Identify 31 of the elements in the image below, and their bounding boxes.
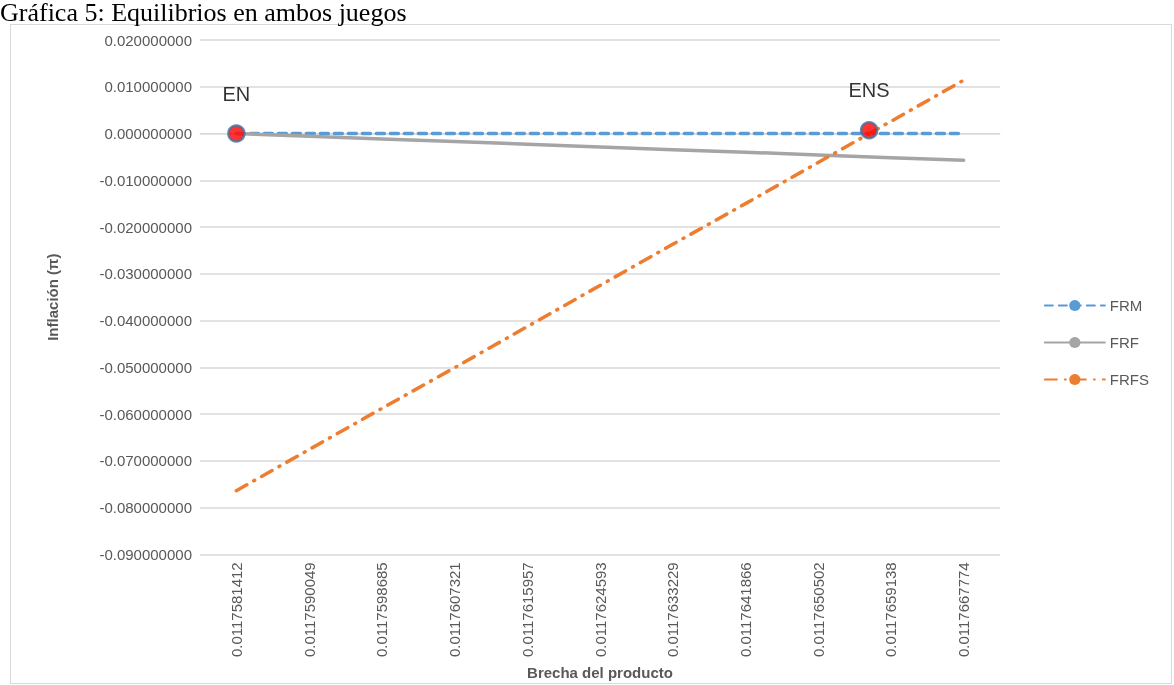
y-tick-label: 0.020000000 (104, 31, 192, 49)
y-tick-label: 0.010000000 (104, 78, 192, 96)
x-tick-label: 0.0117598685 (373, 562, 391, 658)
annotation: EN (222, 82, 251, 105)
y-tick-label: -0.070000000 (99, 452, 192, 470)
y-tick-label: 0.000000000 (104, 125, 192, 143)
x-axis-title: Brecha del producto (527, 664, 673, 681)
x-tick-label: 0.0117615957 (518, 562, 536, 658)
y-tick-label: -0.050000000 (99, 358, 192, 376)
legend-label: FRF (1109, 334, 1140, 351)
y-tick-label: -0.010000000 (99, 171, 192, 189)
x-tick-label: 0.0117641866 (736, 562, 754, 658)
y-tick-label: -0.060000000 (99, 405, 192, 423)
x-tick-label: 0.0117650502 (809, 562, 827, 658)
chart-title: Gráfica 5: Equilibrios en ambos juegos (0, 0, 407, 28)
y-tick-label: -0.040000000 (99, 312, 192, 330)
x-tick-label: 0.0117667774 (955, 562, 973, 658)
y-tick-label: -0.090000000 (99, 545, 192, 563)
x-tick-label: 0.0117659138 (882, 562, 900, 658)
x-tick-label: 0.0117590049 (300, 562, 318, 658)
y-tick-label: -0.080000000 (99, 499, 192, 517)
x-tick-label: 0.0117633229 (664, 562, 682, 658)
y-axis-title: Inflación (π) (44, 253, 61, 341)
annotation: ENS (848, 79, 890, 102)
x-tick-label: 0.0117607321 (446, 562, 464, 658)
y-tick-label: -0.020000000 (99, 218, 192, 236)
y-tick-label: -0.030000000 (99, 265, 192, 283)
legend-label: FRFS (1109, 371, 1150, 388)
x-tick-label: 0.0117581412 (227, 562, 245, 658)
legend-label: FRM (1109, 297, 1143, 314)
x-tick-label: 0.0117624593 (591, 562, 609, 658)
